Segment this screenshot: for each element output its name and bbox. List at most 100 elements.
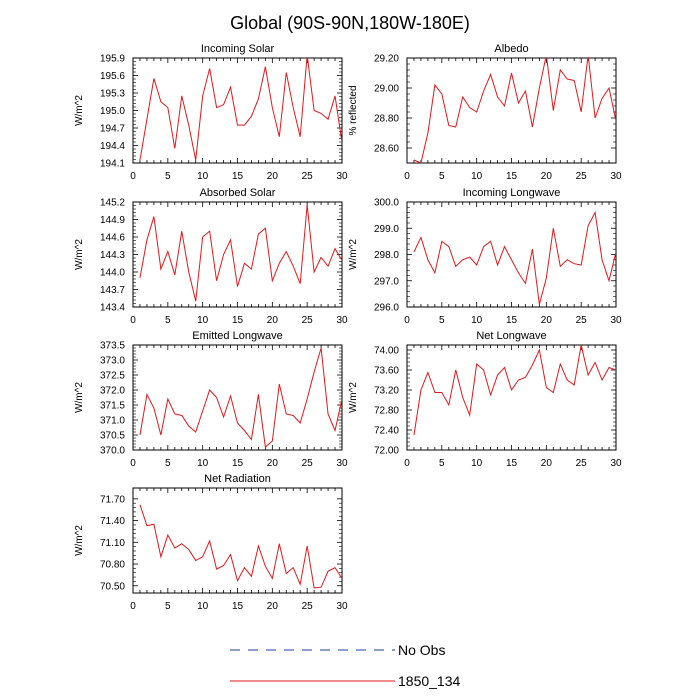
panel-emitted-longwave: Emitted Longwave W/m^2 0 5 10 15 20 25 30 370.0 37… <box>74 330 348 469</box>
y-tick-label: 70.50 <box>100 581 125 592</box>
x-tick-label: 10 <box>197 458 209 469</box>
panel-title: Net Longwave <box>476 330 546 342</box>
x-tick-label: 10 <box>471 171 483 182</box>
x-tick-label: 20 <box>267 601 279 612</box>
x-tick-label: 25 <box>576 458 588 469</box>
x-tick-label: 20 <box>541 315 553 326</box>
x-tick-label: 0 <box>404 171 410 182</box>
x-tick-label: 10 <box>197 171 209 182</box>
y-tick-label: 143.7 <box>100 285 125 296</box>
y-tick-label: 144.0 <box>100 268 125 279</box>
y-tick-label: 370.0 <box>100 446 125 457</box>
x-tick-label: 20 <box>267 458 279 469</box>
panel-incoming-longwave: Incoming Longwave W/m^2 0 5 10 15 20 25 30 296.0 2… <box>348 187 622 326</box>
y-tick-label: 72.40 <box>374 426 399 437</box>
series-line-1850-134 <box>139 204 342 302</box>
main-title: Global (90S-90N,180W-180E) <box>230 13 470 33</box>
x-tick-label: 0 <box>404 458 410 469</box>
panel-title: Absorbed Solar <box>200 187 276 199</box>
y-tick-label: 298.0 <box>374 250 399 261</box>
y-axis-label: W/m^2 <box>74 95 85 126</box>
y-tick-label: 370.5 <box>100 431 125 442</box>
y-tick-label: 372.5 <box>100 371 125 382</box>
x-tick-label: 30 <box>610 458 622 469</box>
legend-label-no-obs: No Obs <box>398 642 445 658</box>
y-tick-label: 28.80 <box>374 114 399 125</box>
y-tick-label: 372.0 <box>100 386 125 397</box>
y-axis-label: W/m^2 <box>348 382 359 413</box>
x-tick-label: 5 <box>439 171 445 182</box>
y-tick-label: 29.20 <box>374 54 399 65</box>
panel-incoming-solar: Incoming Solar W/m^2 0 5 10 15 20 25 30 194.1 194.… <box>74 43 348 182</box>
x-tick-label: 5 <box>439 315 445 326</box>
x-tick-label: 20 <box>541 171 553 182</box>
x-tick-label: 30 <box>336 601 348 612</box>
x-tick-label: 25 <box>576 171 588 182</box>
y-tick-label: 72.80 <box>374 406 399 417</box>
x-tick-label: 5 <box>165 315 171 326</box>
y-tick-label: 195.6 <box>100 71 125 82</box>
y-axis-label: % reflected <box>348 85 359 135</box>
y-tick-label: 194.1 <box>100 159 125 170</box>
x-tick-label: 0 <box>130 601 136 612</box>
x-tick-label: 0 <box>130 458 136 469</box>
plot-frame <box>132 344 343 451</box>
x-tick-label: 30 <box>336 171 348 182</box>
x-tick-label: 15 <box>506 315 518 326</box>
x-tick-label: 30 <box>610 171 622 182</box>
x-tick-label: 15 <box>232 171 244 182</box>
plot-frame <box>132 201 343 308</box>
panel-title: Net Radiation <box>204 473 271 485</box>
y-tick-label: 145.2 <box>100 198 125 209</box>
x-tick-label: 5 <box>165 601 171 612</box>
x-tick-label: 15 <box>506 458 518 469</box>
series-line-1850-134 <box>139 58 342 161</box>
y-tick-label: 29.00 <box>374 84 399 95</box>
y-tick-label: 194.7 <box>100 124 125 135</box>
x-tick-label: 25 <box>302 601 314 612</box>
y-tick-label: 71.70 <box>100 494 125 505</box>
x-tick-label: 15 <box>232 458 244 469</box>
series-line-1850-134 <box>413 210 616 305</box>
x-tick-label: 30 <box>336 458 348 469</box>
x-tick-label: 0 <box>404 315 410 326</box>
panel-title: Incoming Solar <box>201 43 275 55</box>
y-tick-label: 72.00 <box>374 446 399 457</box>
y-tick-label: 371.0 <box>100 416 125 427</box>
y-tick-label: 195.3 <box>100 89 125 100</box>
panel-title: Albedo <box>494 43 528 55</box>
panel-title: Incoming Longwave <box>463 187 561 199</box>
y-axis-label: W/m^2 <box>74 525 85 556</box>
panels: Incoming Solar W/m^2 0 5 10 15 20 25 30 194.1 194.… <box>74 43 622 612</box>
x-tick-label: 0 <box>130 315 136 326</box>
y-tick-label: 373.5 <box>100 341 125 352</box>
y-tick-label: 371.5 <box>100 401 125 412</box>
x-tick-label: 30 <box>336 315 348 326</box>
y-tick-label: 296.0 <box>374 303 399 314</box>
x-tick-label: 10 <box>471 315 483 326</box>
y-tick-label: 373.0 <box>100 356 125 367</box>
y-tick-label: 144.6 <box>100 233 125 244</box>
y-tick-label: 28.60 <box>374 144 399 155</box>
y-tick-label: 297.0 <box>374 276 399 287</box>
y-axis-label: W/m^2 <box>74 239 85 270</box>
x-tick-label: 10 <box>471 458 483 469</box>
x-tick-label: 25 <box>576 315 588 326</box>
plot-frame <box>132 487 343 594</box>
x-tick-label: 20 <box>541 458 553 469</box>
panel-title: Emitted Longwave <box>192 330 283 342</box>
x-tick-label: 25 <box>302 315 314 326</box>
x-tick-label: 5 <box>165 458 171 469</box>
x-tick-label: 30 <box>610 315 622 326</box>
x-tick-label: 10 <box>197 601 209 612</box>
legend-label-1850-134: 1850_134 <box>398 673 461 689</box>
legend: No Obs 1850_134 <box>230 642 461 689</box>
series-line-1850-134 <box>139 347 342 448</box>
y-axis-label: W/m^2 <box>74 382 85 413</box>
y-tick-label: 195.9 <box>100 54 125 65</box>
series-line-1850-134 <box>413 58 616 163</box>
panel-net-longwave: Net Longwave W/m^2 0 5 10 15 20 25 30 72.00 72.40 7… <box>348 330 622 469</box>
x-tick-label: 5 <box>165 171 171 182</box>
x-tick-label: 25 <box>302 171 314 182</box>
